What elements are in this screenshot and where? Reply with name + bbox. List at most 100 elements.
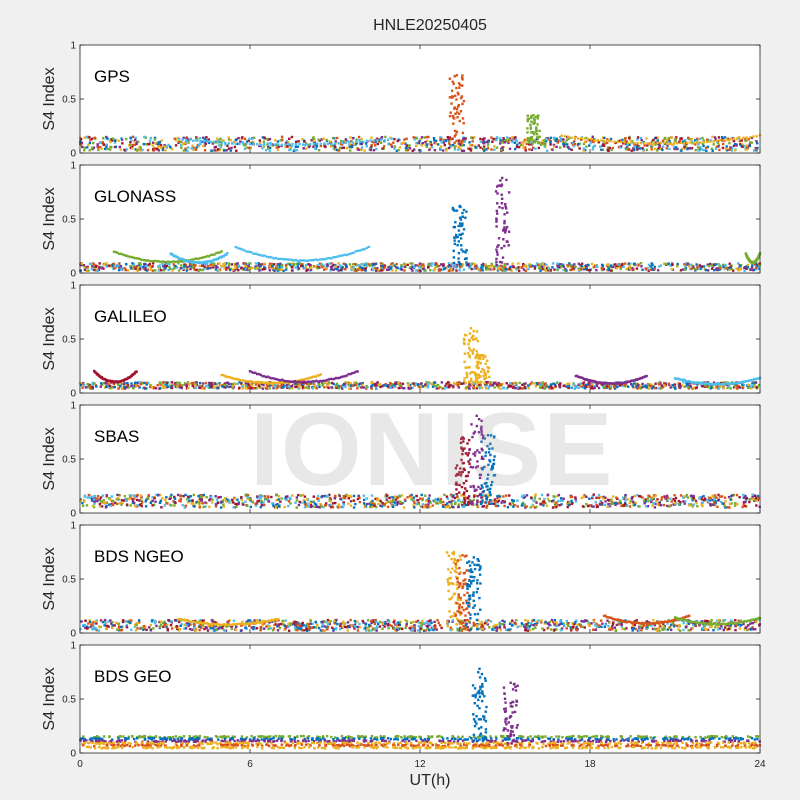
data-point: [117, 387, 121, 390]
data-point: [593, 265, 596, 269]
data-point: [98, 505, 102, 508]
data-point: [405, 137, 408, 140]
data-point: [411, 269, 414, 272]
data-point: [328, 496, 332, 500]
data-point: [534, 385, 538, 388]
data-point: [312, 136, 315, 139]
data-point: [191, 144, 194, 147]
data-point: [143, 135, 146, 139]
data-point: [506, 262, 509, 266]
data-point: [569, 386, 572, 390]
data-point: [457, 257, 460, 260]
data-point: [400, 494, 404, 497]
data-point: [603, 136, 606, 140]
data-point: [362, 386, 365, 389]
data-point: [235, 149, 238, 152]
data-point: [686, 262, 689, 266]
data-point: [593, 386, 596, 390]
data-point: [170, 381, 174, 384]
data-point: [287, 258, 291, 261]
data-point: [174, 144, 178, 147]
data-point: [360, 146, 364, 149]
data-point: [271, 501, 274, 505]
data-point: [727, 148, 730, 152]
data-point: [524, 269, 527, 272]
data-point: [427, 505, 430, 509]
data-point: [755, 377, 759, 380]
data-point: [218, 251, 222, 254]
data-point: [560, 503, 563, 506]
data-point: [720, 383, 723, 386]
data-point: [266, 147, 270, 150]
data-point: [294, 501, 297, 504]
data-point: [352, 268, 355, 271]
data-point: [347, 253, 351, 256]
data-point: [309, 380, 313, 384]
data-point: [249, 500, 253, 503]
data-point: [660, 147, 663, 150]
data-point: [683, 145, 686, 148]
data-point: [417, 502, 420, 506]
data-point: [232, 140, 236, 144]
data-point: [457, 224, 460, 228]
data-point: [541, 267, 544, 271]
data-point: [389, 386, 392, 389]
data-point: [697, 143, 700, 146]
data-point: [115, 497, 118, 501]
data-point: [476, 267, 480, 270]
data-point: [425, 499, 428, 502]
data-point: [393, 147, 396, 150]
data-point: [99, 141, 102, 144]
data-point: [492, 137, 495, 141]
data-points: [79, 414, 761, 509]
data-point: [197, 143, 201, 147]
data-point: [459, 143, 462, 147]
data-point: [97, 148, 100, 152]
data-point: [149, 501, 153, 505]
data-point: [394, 495, 397, 498]
data-point: [474, 267, 478, 270]
data-point: [433, 139, 436, 142]
data-point: [617, 263, 620, 266]
data-point: [515, 140, 519, 143]
data-point: [538, 381, 541, 385]
data-point: [523, 386, 527, 389]
data-point: [207, 141, 211, 145]
data-point: [220, 141, 223, 145]
data-point: [699, 382, 702, 385]
data-point: [365, 246, 368, 250]
data-point: [536, 117, 540, 120]
data-point: [364, 142, 368, 145]
data-point: [129, 146, 133, 150]
data-point: [247, 383, 250, 386]
data-point: [485, 383, 489, 386]
data-point: [146, 149, 150, 152]
data-point: [665, 138, 669, 142]
data-point: [702, 139, 705, 142]
data-point: [605, 386, 608, 389]
data-point: [545, 266, 549, 270]
data-point: [443, 143, 447, 147]
data-point: [427, 265, 430, 268]
data-point: [312, 139, 316, 142]
data-point: [534, 500, 537, 503]
data-point: [561, 140, 565, 143]
data-point: [352, 142, 356, 146]
data-point: [159, 260, 162, 264]
data-point: [676, 141, 679, 145]
data-point: [303, 505, 307, 509]
data-point: [104, 143, 108, 147]
data-point: [489, 383, 492, 386]
data-point: [732, 139, 736, 143]
data-point: [498, 260, 502, 264]
data-point: [462, 499, 465, 502]
data-point: [495, 260, 498, 264]
data-point: [751, 493, 754, 496]
data-point: [403, 265, 406, 269]
data-point: [613, 386, 616, 389]
data-point: [246, 493, 250, 497]
data-point: [495, 136, 499, 139]
data-point: [441, 387, 444, 390]
data-point: [556, 141, 559, 144]
data-point: [696, 381, 699, 384]
